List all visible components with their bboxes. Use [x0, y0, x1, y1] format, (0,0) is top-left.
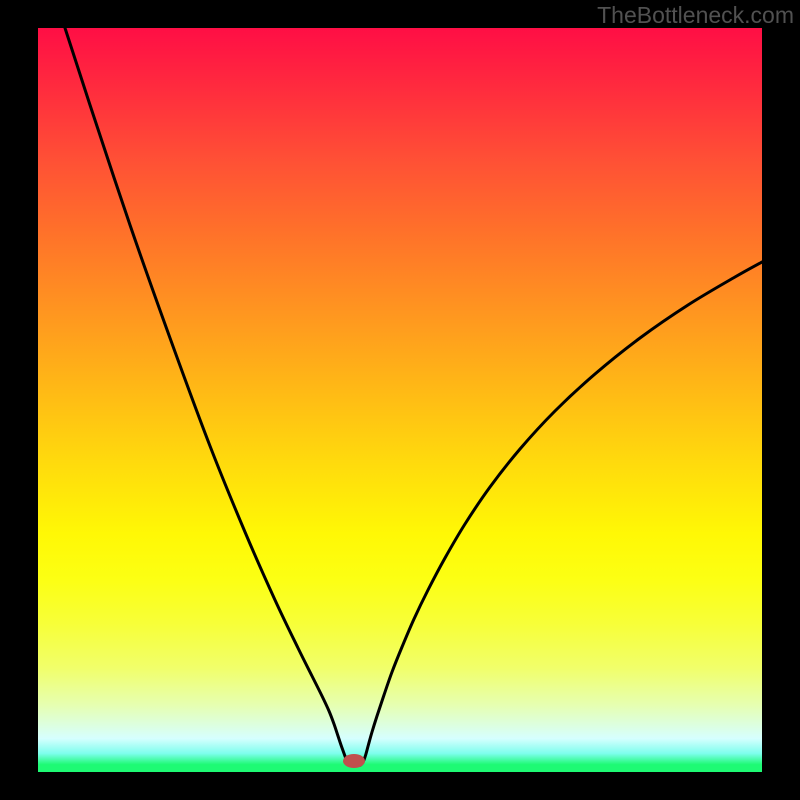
gradient-background [38, 28, 762, 772]
bottleneck-chart [0, 0, 800, 800]
chart-container: { "watermark": { "text": "TheBottleneck.… [0, 0, 800, 800]
optimal-marker [343, 754, 365, 768]
watermark-text: TheBottleneck.com [597, 2, 794, 29]
